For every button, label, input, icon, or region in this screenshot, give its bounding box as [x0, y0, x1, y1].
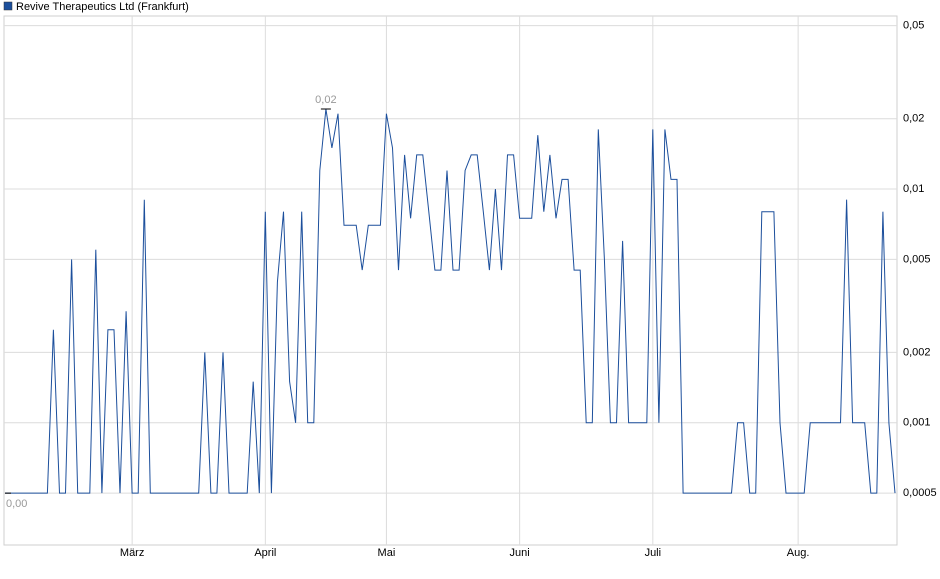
low-label: 0,00 — [6, 498, 27, 510]
legend-swatch — [3, 1, 13, 11]
x-tick-label: April — [254, 547, 276, 559]
high-label: 0,02 — [315, 94, 336, 106]
plot-frame — [3, 15, 898, 546]
y-tick-label: 0,002 — [903, 346, 931, 358]
x-tick-label: Mai — [378, 547, 396, 559]
price-line — [5, 108, 896, 494]
y-tick-label: 0,02 — [903, 113, 924, 125]
x-tick-label: März — [120, 547, 144, 559]
y-tick-label: 0,001 — [903, 417, 931, 429]
y-tick-label: 0,05 — [903, 20, 924, 32]
x-tick-label: Juni — [510, 547, 530, 559]
y-tick-label: 0,005 — [903, 253, 931, 265]
x-tick-label: Aug. — [787, 547, 810, 559]
x-tick-label: Juli — [645, 547, 662, 559]
y-tick-label: 0,01 — [903, 183, 924, 195]
y-tick-label: 0,0005 — [903, 487, 937, 499]
legend-label: Revive Therapeutics Ltd (Frankfurt) — [16, 1, 189, 13]
